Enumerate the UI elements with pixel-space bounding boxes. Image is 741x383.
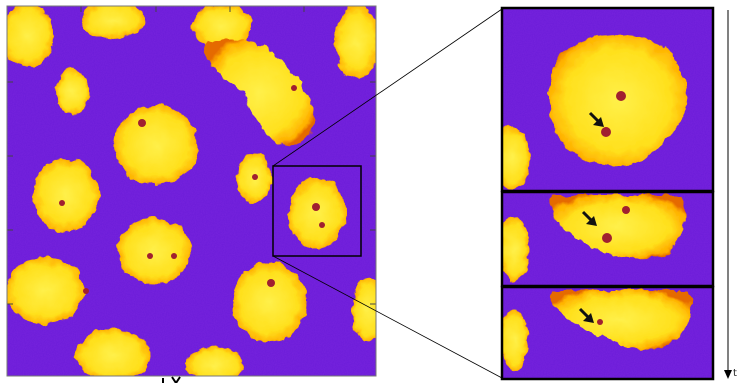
hole bbox=[597, 319, 603, 325]
domain-top-center bbox=[192, 6, 252, 48]
domain-left-lower bbox=[7, 258, 85, 324]
hole bbox=[601, 127, 611, 137]
time-axis-label: t bbox=[733, 368, 737, 379]
domain-edge-1 bbox=[503, 126, 530, 190]
time-panel-3 bbox=[503, 288, 712, 378]
domain-large-diagonal bbox=[205, 39, 315, 147]
defect-arrow-2 bbox=[581, 210, 597, 226]
main-ticks bbox=[7, 6, 376, 305]
time-panel-3-frame bbox=[500, 285, 715, 381]
domain-right-edge bbox=[352, 278, 376, 342]
domain-right-lower bbox=[232, 262, 306, 342]
domain-edge-2 bbox=[503, 218, 529, 282]
main-panel-frame bbox=[6, 5, 377, 377]
domain-zoom-2 bbox=[549, 195, 685, 259]
defect-arrow-3 bbox=[578, 307, 594, 323]
hole bbox=[59, 200, 65, 206]
bottom-tick-glyph bbox=[162, 376, 181, 383]
time-panel-1 bbox=[503, 9, 712, 190]
hole bbox=[319, 222, 325, 228]
domain-edge-3 bbox=[503, 310, 528, 370]
hole bbox=[83, 288, 89, 294]
hole bbox=[267, 279, 275, 287]
domain-center-upper bbox=[114, 105, 198, 185]
zoom-box bbox=[272, 165, 362, 257]
domain-top-mid bbox=[81, 6, 145, 38]
domain-top-left bbox=[7, 6, 54, 67]
main-holes bbox=[59, 85, 325, 294]
hole bbox=[312, 203, 320, 211]
defect-arrow-1 bbox=[588, 111, 604, 127]
hole bbox=[171, 253, 177, 259]
zoom-line-bottom bbox=[272, 255, 503, 379]
domain-boxed bbox=[288, 178, 346, 248]
domain-top-right bbox=[335, 6, 376, 78]
domain-left-mid bbox=[33, 159, 99, 231]
main-panel bbox=[7, 6, 376, 376]
hole bbox=[602, 233, 612, 243]
hole bbox=[147, 253, 153, 259]
zoom-line-top bbox=[272, 8, 503, 167]
domain-small-left bbox=[55, 70, 89, 114]
time-axis-arrow bbox=[724, 10, 732, 379]
domain-bottom-mid bbox=[76, 329, 150, 376]
hole bbox=[252, 174, 258, 180]
time-panel-2 bbox=[503, 193, 712, 285]
hole bbox=[616, 91, 626, 101]
hole bbox=[622, 206, 630, 214]
domain-zoom-3 bbox=[549, 290, 692, 349]
domain-bottom-center bbox=[185, 347, 245, 376]
domain-center-lower bbox=[117, 218, 191, 284]
main-domains bbox=[7, 6, 376, 376]
hole bbox=[138, 119, 146, 127]
hole bbox=[291, 85, 297, 91]
